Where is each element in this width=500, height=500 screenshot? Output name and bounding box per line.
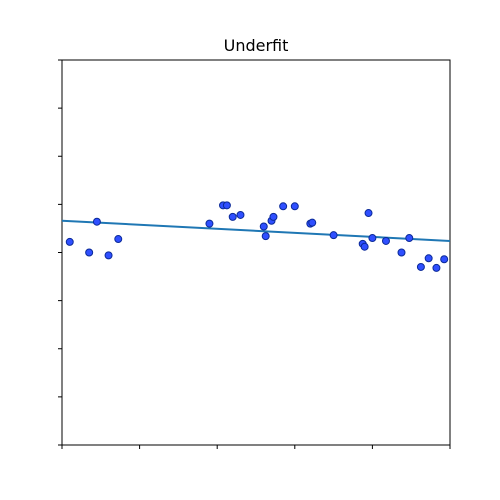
data-point-10 bbox=[259, 222, 268, 231]
chart-title: Underfit bbox=[224, 36, 289, 55]
data-point-21 bbox=[364, 209, 373, 218]
data-point-11 bbox=[261, 232, 270, 241]
data-point-8 bbox=[228, 212, 237, 221]
data-point-15 bbox=[290, 202, 299, 211]
data-point-28 bbox=[432, 263, 441, 272]
data-point-4 bbox=[114, 235, 123, 244]
data-point-22 bbox=[368, 234, 377, 243]
data-point-24 bbox=[397, 248, 406, 257]
data-point-0 bbox=[65, 237, 74, 246]
x-axis-ticks bbox=[61, 445, 451, 449]
data-point-29 bbox=[440, 255, 449, 264]
data-point-20 bbox=[360, 242, 369, 251]
data-point-2 bbox=[92, 217, 101, 226]
data-point-27 bbox=[424, 254, 433, 263]
data-point-26 bbox=[416, 262, 425, 271]
data-point-25 bbox=[405, 234, 414, 243]
data-point-23 bbox=[381, 236, 390, 245]
plot-area-border bbox=[61, 59, 451, 446]
data-point-5 bbox=[205, 219, 214, 228]
data-point-1 bbox=[85, 248, 94, 257]
data-point-7 bbox=[222, 201, 231, 210]
data-point-14 bbox=[279, 202, 288, 211]
y-axis-ticks bbox=[58, 59, 62, 446]
data-point-9 bbox=[236, 210, 245, 219]
scatter-points bbox=[65, 201, 449, 272]
axes-frame bbox=[61, 59, 451, 446]
data-point-3 bbox=[104, 251, 113, 260]
data-point-17 bbox=[308, 218, 317, 227]
data-point-13 bbox=[269, 212, 278, 221]
data-point-18 bbox=[329, 231, 338, 240]
